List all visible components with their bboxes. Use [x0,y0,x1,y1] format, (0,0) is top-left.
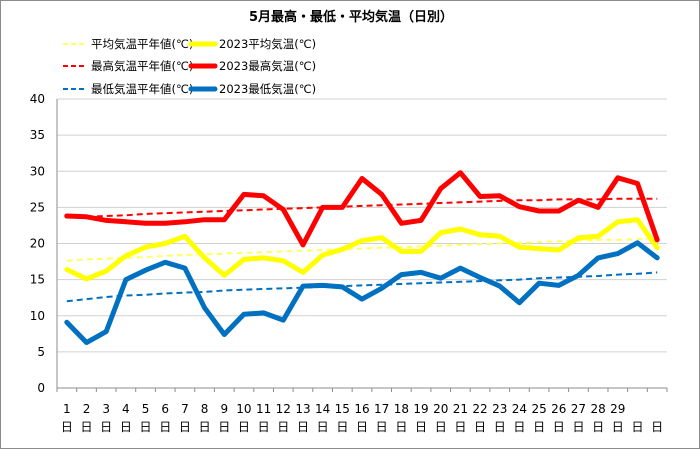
x-tick-label: 13 [295,402,310,416]
series-line-2 [66,197,658,219]
x-tick-day-suffix: 日 [100,420,112,434]
y-tick-label: 5 [37,345,45,359]
legend-label-2: 最高気温平年値(℃) [91,59,193,73]
x-tick-day-suffix: 日 [474,420,486,434]
x-tick-day-suffix: 日 [494,420,506,434]
x-tick-label: 10 [236,402,251,416]
x-tick-day-suffix: 日 [533,420,545,434]
x-tick-day-suffix: 日 [317,420,329,434]
x-tick-label: 9 [220,402,228,416]
x-tick-label: 21 [453,402,468,416]
x-tick-label: 12 [276,402,291,416]
x-tick-label: 20 [433,402,448,416]
x-tick-label: 25 [531,402,546,416]
x-tick-day-suffix: 日 [415,420,427,434]
legend: 平均気温平年値(℃) 2023平均気温(℃) 最高気温平年値(℃) 2023最高気温(… [63,37,316,96]
series-line-4 [66,271,658,303]
legend-label-3: 2023最高気温(℃) [219,59,316,73]
series-lines [64,170,660,345]
x-axis: 1日2日3日4日5日6日7日8日9日10日11日12日13日14日15日16日1… [56,387,668,434]
x-tick-day-suffix: 日 [553,420,565,434]
x-tick-label: 3 [102,402,110,416]
x-tick-label: 15 [335,402,350,416]
x-tick-day-suffix: 日 [336,420,348,434]
y-tick-label: 30 [30,164,45,178]
y-axis: 0 5 10 15 20 25 30 35 40 [30,92,58,395]
legend-label-1: 2023平均気温(℃) [219,37,316,51]
x-tick-label: 24 [512,402,527,416]
y-tick-label: 0 [37,381,45,395]
x-tick-day-suffix: 日 [277,420,289,434]
x-tick-day-suffix: 日 [356,420,368,434]
x-tick-day-suffix: 日 [238,420,250,434]
x-tick-label: 1 [63,402,71,416]
x-tick-day-suffix: 日 [140,420,152,434]
x-tick-day-suffix: 日 [395,420,407,434]
x-tick-label: 2 [83,402,91,416]
x-tick-day-suffix: 日 [435,420,447,434]
series-line-5 [64,240,660,345]
chart-title: 5月最高・最低・平均気温（日別） [249,9,453,25]
x-tick-day-suffix: 日 [199,420,211,434]
x-tick-label: 11 [256,402,271,416]
series-line-0 [66,237,658,262]
x-tick-day-suffix: 日 [120,420,132,434]
x-tick-day-suffix: 日 [572,420,584,434]
x-tick-day-suffix: 日 [159,420,171,434]
y-tick-label: 35 [30,128,45,142]
legend-label-0: 平均気温平年値(℃) [91,37,193,51]
x-tick-day-suffix: 日 [631,420,643,434]
y-tick-label: 15 [30,273,45,287]
x-tick-day-suffix: 日 [454,420,466,434]
x-tick-label: 5 [142,402,150,416]
x-tick-day-suffix: 日 [376,420,388,434]
y-tick-label: 40 [30,92,45,106]
x-tick-day-suffix: 日 [61,420,73,434]
x-tick-day-suffix: 日 [81,420,93,434]
x-tick-label: 6 [161,402,169,416]
x-tick-label: 17 [374,402,389,416]
y-tick-label: 25 [30,200,45,214]
y-tick-label: 20 [30,237,45,251]
x-tick-label: 4 [122,402,130,416]
legend-label-5: 2023最低気温(℃) [219,82,316,96]
x-tick-label: 27 [571,402,586,416]
y-tick-label: 10 [30,309,45,323]
series-line-1 [64,217,660,282]
series-line-3 [64,170,660,248]
x-tick-day-suffix: 日 [218,420,230,434]
legend-label-4: 最低気温平年値(℃) [91,82,193,96]
x-tick-day-suffix: 日 [612,420,624,434]
x-tick-label: 28 [590,402,605,416]
gridlines [57,98,667,389]
x-tick-day-suffix: 日 [651,420,663,434]
x-tick-label: 23 [492,402,507,416]
x-tick-day-suffix: 日 [592,420,604,434]
x-tick-label: 19 [413,402,428,416]
x-tick-day-suffix: 日 [513,420,525,434]
x-tick-label: 18 [394,402,409,416]
x-tick-day-suffix: 日 [297,420,309,434]
x-tick-day-suffix: 日 [258,420,270,434]
x-tick-label: 14 [315,402,330,416]
x-tick-label: 29 [610,402,625,416]
x-tick-label: 7 [181,402,189,416]
x-tick-label: 22 [472,402,487,416]
x-tick-day-suffix: 日 [179,420,191,434]
x-tick-label: 16 [354,402,369,416]
x-tick-label: 26 [551,402,566,416]
x-tick-label: 8 [201,402,209,416]
